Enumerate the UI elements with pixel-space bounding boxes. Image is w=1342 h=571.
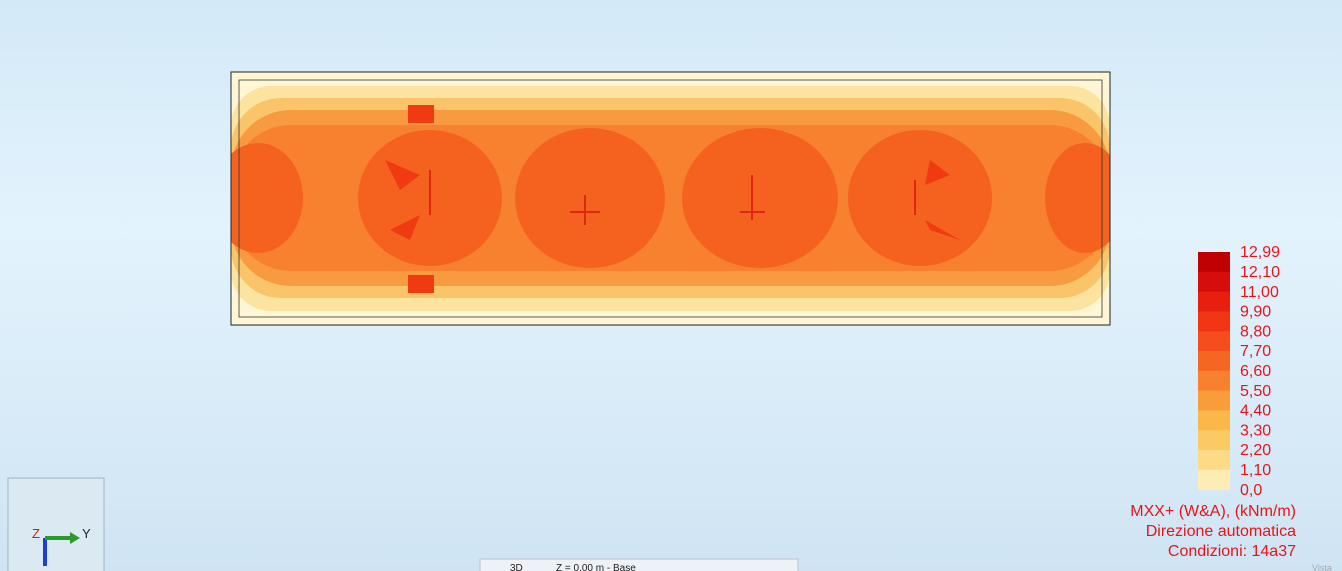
legend-direction: Direzione automatica <box>1146 523 1296 540</box>
legend-swatch <box>1198 469 1230 491</box>
legend-swatch <box>1198 370 1230 392</box>
axis-z-label: Z <box>32 526 40 541</box>
legend: 12,99 12,10 11,00 9,90 8,80 7,70 6,60 5,50 4,40 3… <box>1130 244 1296 560</box>
slab-outline <box>230 71 1111 326</box>
legend-label: 2,20 <box>1240 442 1271 459</box>
view-mode[interactable]: 3D <box>510 563 523 571</box>
legend-label: 0,0 <box>1240 482 1262 499</box>
legend-label: 3,30 <box>1240 422 1271 439</box>
level-select[interactable]: Z = 0,00 m - Base <box>556 563 636 571</box>
legend-label: 9,90 <box>1240 304 1271 321</box>
legend-label: 1,10 <box>1240 462 1271 479</box>
legend-swatch <box>1198 291 1230 312</box>
legend-label: 8,80 <box>1240 323 1271 340</box>
legend-swatch <box>1198 271 1230 293</box>
legend-swatch <box>1198 430 1230 451</box>
legend-swatch <box>1198 450 1230 471</box>
legend-label: 6,60 <box>1240 363 1271 380</box>
legend-label: 7,70 <box>1240 343 1271 360</box>
legend-swatch <box>1198 311 1230 332</box>
legend-label: 12,99 <box>1240 244 1280 261</box>
legend-swatch <box>1198 410 1230 431</box>
slab-inner-outline <box>238 79 1103 318</box>
legend-title: MXX+ (W&A), (kNm/m) <box>1130 503 1296 520</box>
toolbar <box>479 558 799 571</box>
axis-widget <box>7 477 105 571</box>
legend-label: 5,50 <box>1240 383 1271 400</box>
legend-label: 4,40 <box>1240 403 1271 420</box>
legend-swatch <box>1198 252 1230 273</box>
axis-y-arrow <box>70 532 80 544</box>
legend-swatch <box>1198 390 1230 411</box>
legend-swatch <box>1198 351 1230 372</box>
contour-plot <box>231 72 1110 325</box>
panel-tab[interactable]: Vista <box>1312 563 1332 571</box>
legend-conditions: Condizioni: 14a37 <box>1168 543 1296 560</box>
legend-label: 11,00 <box>1240 284 1279 301</box>
legend-swatch <box>1198 331 1230 352</box>
axis-y-label: Y <box>82 526 91 541</box>
legend-label: 12,10 <box>1240 264 1280 281</box>
